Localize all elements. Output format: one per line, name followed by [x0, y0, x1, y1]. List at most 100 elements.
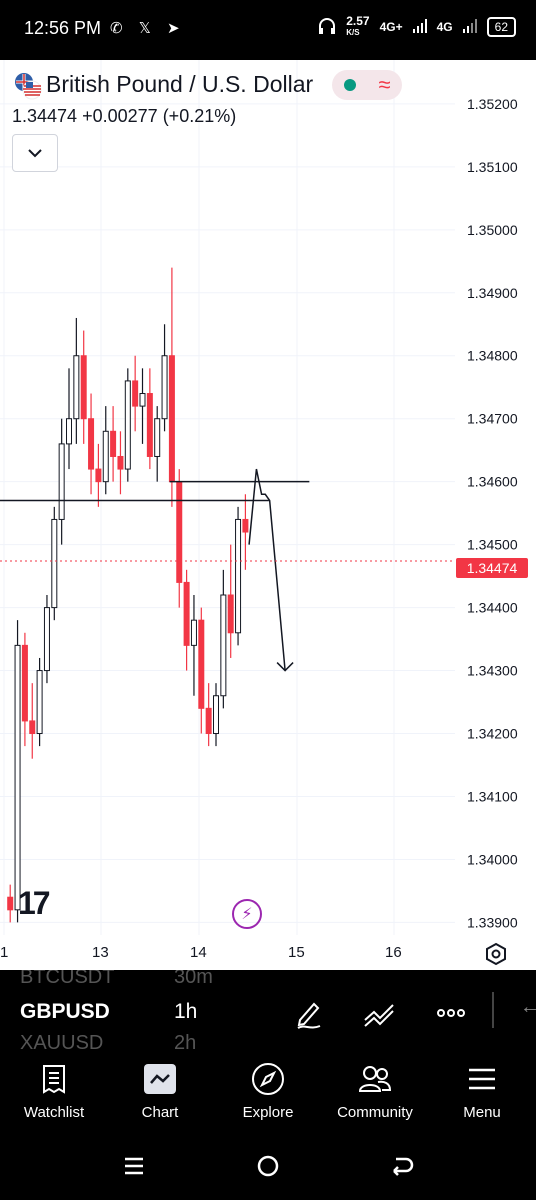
price-axis-label: 1.34700 [467, 411, 518, 427]
compass-icon [252, 1063, 284, 1095]
chart-settings-icon[interactable] [484, 942, 508, 966]
status-bar: 12:56 PM ✆ 𝕏 ➤ 2.57 K/S 4G+ 4G 62 [0, 0, 536, 60]
time-label: 1 [0, 944, 9, 961]
projection-arrowhead [276, 662, 294, 672]
current-price-tag: 1.34474 [456, 558, 528, 578]
nav-label: Chart [141, 1104, 179, 1121]
back-icon[interactable] [384, 1148, 420, 1184]
symbol-header: British Pound / U.S. Dollar ≈ 1.34474 +0… [0, 60, 536, 180]
wave-icon: ≈ [378, 72, 391, 97]
price-axis-label: 1.35000 [467, 222, 518, 238]
list-icon [43, 1065, 65, 1094]
candle-body [21, 644, 28, 722]
nav-explore[interactable]: Explore [218, 1060, 318, 1121]
candle-body [80, 355, 87, 420]
candle-body [198, 619, 205, 709]
trend-drawings [0, 468, 310, 672]
net-speed: 2.57 K/S [346, 14, 370, 37]
nav-watchlist[interactable]: Watchlist [4, 1060, 104, 1121]
candle-body [51, 518, 58, 609]
time-label: 13 [92, 944, 109, 961]
signal-icon-2 [462, 18, 477, 36]
next-timeframe[interactable]: 2h [174, 1032, 197, 1052]
price-axis-label: 1.33900 [467, 914, 518, 930]
nav-label: Community [337, 1104, 413, 1121]
nav-menu[interactable]: Menu [432, 1060, 532, 1121]
market-open-icon [332, 70, 367, 100]
market-status-pill[interactable]: ≈ [332, 70, 402, 100]
nav-chart[interactable]: Chart [110, 1060, 210, 1121]
arrow-left-icon[interactable]: ← [520, 996, 536, 1018]
more-icon[interactable] [434, 996, 468, 1030]
headphone-icon [318, 17, 336, 37]
candle-body [58, 443, 65, 520]
prev-timeframe[interactable]: 30m [174, 970, 213, 988]
candle-body [161, 355, 168, 420]
bottom-nav: Watchlist Chart Explore Community Menu [0, 1052, 536, 1130]
tradingview-logo: 17 [18, 885, 51, 921]
chart-grid [0, 60, 455, 935]
chart-icon [144, 1064, 176, 1094]
candle-body [227, 594, 234, 634]
price-axis-label: 1.34300 [467, 663, 518, 679]
status-time: 12:56 PM [24, 18, 102, 38]
candle-body [205, 707, 212, 735]
time-label: 15 [288, 944, 305, 961]
candle-body [183, 581, 190, 646]
candle-body [88, 418, 95, 470]
candle-body [95, 468, 102, 483]
symbol-title[interactable]: British Pound / U.S. Dollar [46, 71, 314, 97]
candle-body [117, 455, 124, 470]
selected-symbol[interactable]: GBPUSD [20, 1000, 110, 1023]
candle-body [154, 418, 161, 457]
chevron-down-icon [28, 149, 42, 158]
selected-timeframe[interactable]: 1h [174, 1000, 198, 1023]
pen-icon[interactable] [292, 996, 326, 1030]
nav-community[interactable]: Community [325, 1060, 425, 1121]
nav-label: Menu [463, 1104, 501, 1121]
candle-body [146, 393, 153, 457]
candle-body [190, 619, 197, 646]
instrument-picker[interactable]: BTCUSDT 30m GBPUSD 1h XAUUSD 2h ← [0, 970, 536, 1052]
candle-body [124, 380, 131, 470]
battery-icon: 62 [486, 17, 516, 37]
price-axis: 1.35200 1.35100 1.35000 1.34900 1.34800 1.347… [467, 96, 518, 931]
candle-body [176, 481, 183, 583]
price-quote: 1.34474 +0.00277 (+0.21%) [12, 106, 236, 127]
signal-icon [412, 18, 427, 36]
nav-label: Watchlist [23, 1104, 85, 1121]
price-axis-label: 1.34100 [467, 788, 518, 804]
price-axis-label: 1.34900 [467, 285, 518, 301]
prev-symbol[interactable]: BTCUSDT [20, 970, 115, 988]
candle-body [132, 380, 139, 407]
recent-apps-icon[interactable] [116, 1148, 152, 1184]
collapse-button[interactable] [12, 134, 58, 172]
price-axis-label: 1.35200 [467, 96, 518, 112]
candle-body [235, 518, 242, 634]
people-icon [358, 1066, 392, 1092]
candle-body [242, 518, 249, 533]
time-label: 16 [385, 944, 402, 961]
trend-tool-icon[interactable] [362, 996, 396, 1030]
next-symbol[interactable]: XAUUSD [20, 1032, 104, 1052]
candles [7, 267, 249, 923]
candle-body [139, 393, 146, 407]
menu-icon [469, 1068, 495, 1090]
price-axis-label: 1.34200 [467, 726, 518, 742]
price-chart[interactable]: 1.35200 1.35100 1.35000 1.34900 1.34800 1.347… [0, 60, 536, 970]
price-axis-label: 1.35100 [467, 159, 518, 175]
projection-path [248, 468, 286, 671]
price-axis-label: 1.34500 [467, 537, 518, 553]
signal-4g-plus: 4G+ [379, 20, 403, 34]
home-icon[interactable] [250, 1148, 286, 1184]
candle-body [43, 607, 50, 672]
price-change: +0.00277 [82, 106, 158, 126]
candle-body [168, 355, 175, 483]
candle-body [7, 896, 14, 911]
nav-label: Explore [242, 1104, 294, 1121]
last-price: 1.34474 [12, 106, 78, 126]
time-label: 14 [190, 944, 207, 961]
lightning-icon[interactable]: ⚡ [232, 899, 262, 929]
price-change-pct: (+0.21%) [162, 106, 237, 126]
candle-body [29, 720, 36, 735]
